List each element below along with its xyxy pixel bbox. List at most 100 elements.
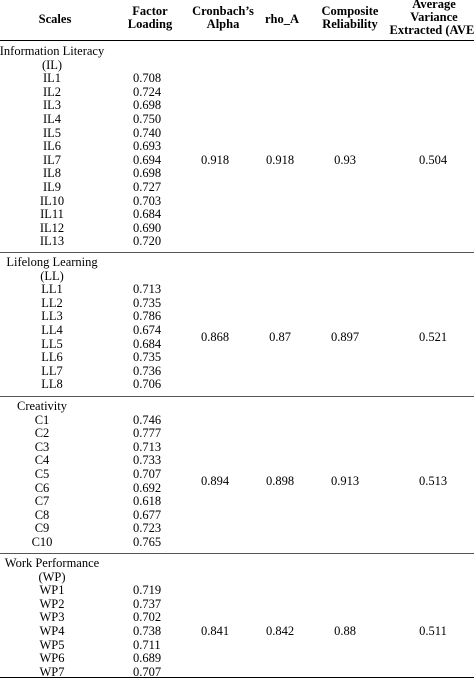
table-row: LL7 0.736 bbox=[0, 363, 474, 379]
table-row: IL3 0.698 bbox=[0, 99, 474, 113]
table-row: WP2 0.737 bbox=[0, 596, 474, 612]
composite-reliability-value: 0.93 bbox=[334, 152, 356, 167]
table-row: IL11 0.684 bbox=[0, 208, 474, 222]
item-code: WP5 bbox=[39, 637, 65, 652]
scale-label: (IL) bbox=[41, 57, 63, 72]
factor-loading-value: 0.737 bbox=[133, 596, 162, 611]
table-row: WP7 0.707 bbox=[0, 665, 474, 679]
cronbach-alpha-value: 0.894 bbox=[200, 473, 230, 488]
factor-loading-value: 0.733 bbox=[133, 453, 162, 468]
cronbach-alpha-value: 0.841 bbox=[200, 624, 230, 638]
item-code: LL3 bbox=[41, 309, 63, 324]
item-code: C10 bbox=[31, 535, 53, 549]
factor-loading-value: 0.694 bbox=[133, 152, 162, 167]
item-code: LL6 bbox=[41, 350, 63, 365]
factor-loading-value: 0.689 bbox=[133, 651, 162, 666]
table-row: C9 0.723 bbox=[0, 522, 474, 536]
item-code: WP4 bbox=[39, 624, 65, 638]
header-ave-line2: Variance bbox=[410, 10, 458, 24]
item-code: C8 bbox=[34, 507, 50, 522]
table-row: IL10 0.703 bbox=[0, 193, 474, 209]
item-code: C6 bbox=[34, 480, 50, 495]
item-code: C9 bbox=[34, 521, 50, 536]
item-code: C1 bbox=[34, 412, 50, 427]
table-row: IL6 0.693 bbox=[0, 140, 474, 154]
item-code: IL4 bbox=[42, 112, 62, 126]
factor-loading-value: 0.736 bbox=[133, 363, 162, 378]
factor-loading-value: 0.723 bbox=[133, 521, 162, 536]
header-cronbach-line1: Cronbach’s bbox=[192, 4, 254, 18]
table-row: LL1 0.713 bbox=[0, 283, 474, 297]
ave-value: 0.521 bbox=[418, 329, 448, 344]
item-code: IL12 bbox=[39, 220, 65, 235]
rho-a-value: 0.918 bbox=[265, 152, 295, 167]
header-factor-loading: Factor Loading bbox=[110, 5, 190, 31]
item-code: IL3 bbox=[42, 98, 62, 113]
item-code: IL7 bbox=[42, 152, 62, 167]
scale-label: Creativity bbox=[17, 399, 67, 413]
group-divider bbox=[0, 553, 474, 554]
item-code: IL10 bbox=[39, 193, 65, 208]
table-row: IL1 0.708 bbox=[0, 72, 474, 86]
scale-label: (WP) bbox=[38, 569, 66, 584]
table-row: LL3 0.786 bbox=[0, 310, 474, 324]
factor-loading-value: 0.684 bbox=[133, 207, 162, 222]
factor-loading-value: 0.740 bbox=[133, 125, 162, 140]
factor-loading-value: 0.702 bbox=[133, 610, 162, 625]
table-row: LL4 0.674 bbox=[0, 323, 474, 338]
cronbach-alpha-value: 0.868 bbox=[200, 329, 230, 344]
factor-loading-value: 0.750 bbox=[133, 112, 162, 126]
table-row: C5 0.707 bbox=[0, 467, 474, 482]
table-row: WP3 0.702 bbox=[0, 611, 474, 625]
cronbach-alpha-value: 0.918 bbox=[200, 152, 230, 167]
header-composite-reliability: Composite Reliability bbox=[310, 5, 390, 31]
factor-loading-value: 0.677 bbox=[133, 507, 162, 522]
ave-value: 0.513 bbox=[418, 473, 448, 488]
table-row: C6 0.692 bbox=[0, 480, 474, 496]
ave-value: 0.504 bbox=[418, 152, 448, 167]
item-code: WP3 bbox=[39, 610, 65, 625]
rho-a-value: 0.87 bbox=[269, 329, 291, 344]
table-row: IL8 0.698 bbox=[0, 167, 474, 181]
factor-loading-value: 0.707 bbox=[133, 467, 162, 481]
header-factor-loading-line1: Factor bbox=[132, 4, 168, 18]
header-ave: Average Variance Extracted (AVE) bbox=[384, 0, 474, 37]
item-code: IL6 bbox=[42, 139, 62, 154]
table-row: WP6 0.689 bbox=[0, 652, 474, 666]
group-divider bbox=[0, 396, 474, 397]
header-rho-a: rho_A bbox=[264, 12, 300, 26]
group-divider bbox=[0, 252, 474, 253]
factor-loading-value: 0.735 bbox=[133, 295, 162, 310]
factor-loading-value: 0.727 bbox=[133, 180, 162, 194]
table-row: IL2 0.724 bbox=[0, 85, 474, 100]
header-ave-line3: Extracted (AVE) bbox=[389, 23, 474, 37]
table-row: C7 0.618 bbox=[0, 495, 474, 509]
table-row: C2 0.777 bbox=[0, 427, 474, 441]
table-row: IL4 0.750 bbox=[0, 112, 474, 127]
item-code: C4 bbox=[34, 453, 50, 468]
factor-loading-value: 0.735 bbox=[133, 350, 162, 365]
item-code: IL9 bbox=[42, 180, 62, 194]
item-code: LL7 bbox=[41, 363, 63, 378]
item-code: C2 bbox=[34, 426, 50, 441]
factor-loading-value: 0.713 bbox=[133, 282, 162, 297]
table-row: LL2 0.735 bbox=[0, 295, 474, 311]
factor-loading-value: 0.738 bbox=[133, 624, 162, 638]
rho-a-value: 0.898 bbox=[265, 473, 295, 488]
factor-loading-value: 0.786 bbox=[133, 309, 162, 324]
item-code: IL1 bbox=[42, 71, 62, 86]
item-code: LL8 bbox=[41, 377, 63, 392]
header-composite-line1: Composite bbox=[321, 4, 379, 18]
table-row: WP1 0.719 bbox=[0, 584, 474, 598]
table-row: LL6 0.735 bbox=[0, 351, 474, 365]
table-row: LL5 0.684 bbox=[0, 337, 474, 352]
factor-loading-value: 0.690 bbox=[133, 220, 162, 235]
item-code: LL4 bbox=[41, 323, 63, 337]
header-scales: Scales bbox=[38, 12, 72, 26]
item-code: C7 bbox=[34, 494, 50, 509]
factor-loading-value: 0.746 bbox=[133, 412, 162, 427]
item-code: IL8 bbox=[42, 166, 62, 181]
factor-loading-value: 0.693 bbox=[133, 139, 162, 154]
table-row: C8 0.677 bbox=[0, 507, 474, 523]
factor-loading-value: 0.708 bbox=[133, 71, 162, 86]
